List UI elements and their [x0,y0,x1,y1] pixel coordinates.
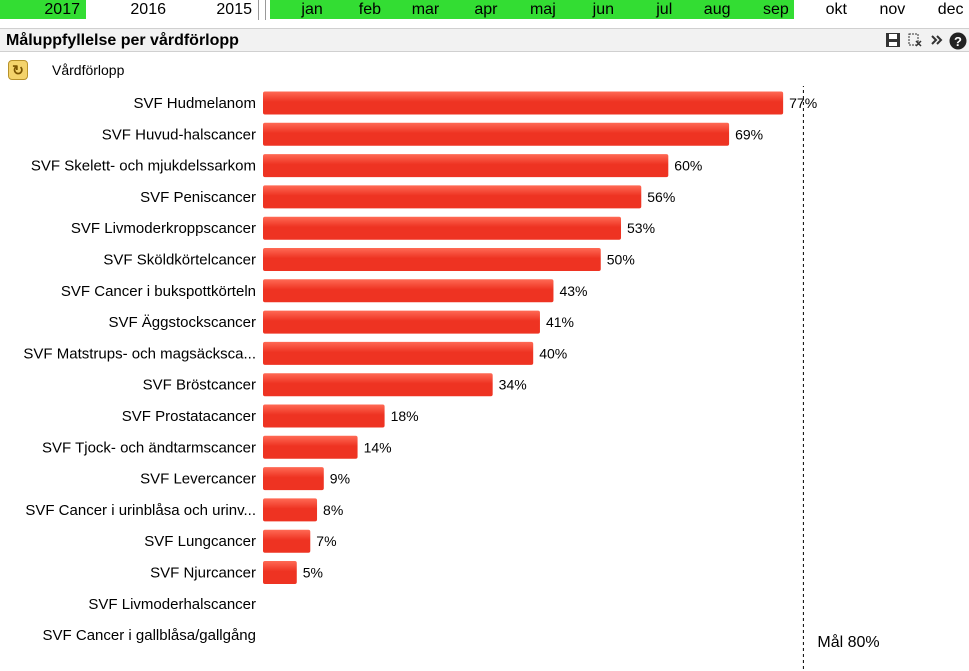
bar-chart: SVF Hudmelanom 77%SVF Huvud-halscancer 69%… [23,86,880,671]
help-icon[interactable]: ? [949,32,967,50]
bar[interactable] [263,529,311,553]
clear-selection-icon[interactable] [906,32,924,50]
year-2016[interactable]: 2016 [86,0,172,19]
bar[interactable] [263,216,622,240]
category-label[interactable]: SVF Prostatacancer [122,408,256,425]
value-label: 40% [539,345,567,361]
category-label[interactable]: SVF Skelett- och mjukdelssarkom [31,158,256,175]
cycle-dimension-icon[interactable]: ↻ [8,60,28,80]
month-jan[interactable]: jan [270,0,329,19]
bar[interactable] [263,122,730,146]
value-label: 34% [499,377,527,393]
bar[interactable] [263,279,554,303]
value-label: 53% [627,220,655,236]
bar[interactable] [263,498,318,522]
value-label: 43% [559,283,587,299]
bar[interactable] [263,185,642,209]
category-label[interactable]: SVF Lungcancer [144,533,256,550]
category-label[interactable]: SVF Cancer i bukspottkörteln [61,283,256,300]
category-label[interactable]: SVF Peniscancer [140,189,256,206]
bar[interactable] [263,310,540,334]
month-nov[interactable]: nov [852,0,912,19]
value-label: 60% [674,158,702,174]
value-label: 56% [647,189,675,205]
period-divider [258,0,266,20]
bar[interactable] [263,404,385,428]
category-label[interactable]: SVF Bröstcancer [143,377,256,394]
bar[interactable] [263,467,324,491]
month-sep[interactable]: sep [736,0,795,19]
save-icon[interactable] [884,32,902,50]
category-label[interactable]: SVF Matstrups- och magsäcksca... [23,345,256,362]
dimension-label: Vårdförlopp [52,62,125,78]
panel-header: Måluppfyllelse per vårdförlopp ? [0,28,969,52]
value-label: 8% [323,502,343,518]
category-label[interactable]: SVF Sköldkörtelcancer [103,252,256,269]
value-label: 14% [364,439,392,455]
month-feb[interactable]: feb [328,0,387,19]
value-label: 50% [607,252,635,268]
month-jun[interactable]: jun [561,0,620,19]
value-label: 18% [391,408,419,424]
panel-title: Måluppfyllelse per vårdförlopp [6,32,239,49]
period-selector: 2017 2016 2015 jan feb mar apr maj jun jul aug sep… [0,0,969,20]
category-label[interactable]: SVF Tjock- och ändtarmscancer [42,439,256,456]
year-2017[interactable]: 2017 [0,0,86,19]
category-label[interactable]: SVF Livmoderkroppscancer [71,220,256,237]
month-apr[interactable]: apr [444,0,504,19]
month-mar[interactable]: mar [386,0,446,19]
bar[interactable] [263,373,493,397]
more-icon[interactable] [928,32,946,50]
bar[interactable] [263,341,534,365]
category-label[interactable]: SVF Cancer i gallblåsa/gallgång [43,627,256,644]
goal-label: Mål 80% [817,633,879,651]
value-label: 41% [546,314,574,330]
bar[interactable] [263,154,669,178]
value-label: 9% [330,471,350,487]
month-maj[interactable]: maj [503,0,562,19]
value-label: 69% [735,126,763,142]
category-label[interactable]: SVF Cancer i urinblåsa och urinv... [25,502,256,519]
category-label[interactable]: SVF Njurcancer [150,565,256,582]
category-label[interactable]: SVF Livmoderhalscancer [88,596,256,613]
month-jul[interactable]: jul [619,0,679,19]
category-label[interactable]: SVF Hudmelanom [133,95,256,112]
year-2015[interactable]: 2015 [172,0,258,19]
bar[interactable] [263,561,297,584]
bar[interactable] [263,248,601,271]
month-aug[interactable]: aug [677,0,737,19]
value-label: 5% [303,565,323,581]
svg-text:?: ? [954,34,962,49]
bar[interactable] [263,91,784,115]
category-label[interactable]: SVF Huvud-halscancer [102,126,256,143]
month-dec[interactable]: dec [910,0,969,19]
value-label: 7% [316,533,336,549]
category-label[interactable]: SVF Äggstockscancer [108,314,256,331]
bar[interactable] [263,435,358,459]
month-okt[interactable]: okt [794,0,853,19]
category-label[interactable]: SVF Levercancer [140,471,256,488]
